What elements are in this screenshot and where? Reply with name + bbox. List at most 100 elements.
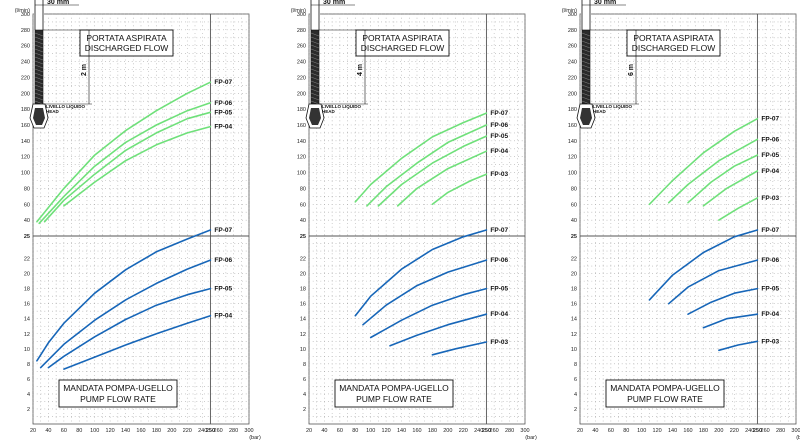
- pipe-hatch: [34, 56, 44, 61]
- bottom-title-line1: MANDATA POMPA-UGELLO: [339, 383, 449, 393]
- y-tick-label-top: 180: [297, 107, 306, 113]
- y-tick-label-top: 140: [297, 139, 306, 145]
- flow-curve-label: FP-05: [490, 133, 508, 140]
- pipe-hatch: [34, 68, 44, 73]
- pipe-hatch: [581, 56, 591, 61]
- flow-curve-fp-06: [667, 138, 759, 204]
- flow-curve-label: FP-03: [761, 195, 779, 202]
- x-tick-label: 240: [474, 428, 483, 434]
- x-tick-label: 80: [623, 428, 629, 434]
- liquid-level-label-en: HEAD: [322, 109, 336, 114]
- liquid-level-label-en: HEAD: [593, 109, 607, 114]
- y-tick-label-top: 120: [21, 155, 30, 161]
- y-tick-label-top: 160: [568, 123, 577, 129]
- pressure-curve-label: FP-05: [214, 286, 232, 293]
- pressure-curve-label: FP-03: [490, 339, 508, 346]
- pipe-hatch: [310, 68, 320, 73]
- x-tick-label: 80: [352, 428, 358, 434]
- x-tick-label: 40: [45, 428, 51, 434]
- pipe-hatch: [34, 72, 44, 77]
- y-tick-label-bottom: 18: [571, 287, 577, 293]
- bottom-title-line2: PUMP FLOW RATE: [627, 394, 703, 404]
- pressure-curve-fp-03: [718, 340, 759, 352]
- y-tick-label-bottom: 18: [300, 287, 306, 293]
- y-tick-label-bottom: 8: [303, 362, 306, 368]
- y-tick-label-top: 300: [297, 12, 306, 18]
- pipe-hatch: [310, 40, 320, 45]
- pressure-curve-fp-04: [389, 313, 488, 347]
- y-tick-label-top: 100: [568, 171, 577, 177]
- y-tick-label-top: 240: [21, 60, 30, 66]
- pipe-hatch: [34, 44, 44, 49]
- pressure-curve-label: FP-05: [490, 286, 508, 293]
- flow-curve-fp-04: [63, 125, 212, 207]
- pipe-width-label: 30 mm: [594, 0, 616, 6]
- pipe-hatch: [581, 96, 591, 101]
- pipe-hatch: [34, 40, 44, 45]
- y-tick-label-top: 40: [300, 218, 306, 224]
- pipe-hatch: [310, 56, 320, 61]
- pressure-curve-fp-06: [39, 259, 212, 369]
- y-tick-label-bottom: 4: [574, 392, 577, 398]
- x-tick-label: 160: [412, 428, 421, 434]
- nozzle-inner: [309, 108, 321, 125]
- pipe-top-mask: [310, 0, 320, 30]
- y-tick-label-bottom: 10: [300, 347, 306, 353]
- pressure-curve-label: FP-07: [214, 227, 232, 234]
- x-tick-label: 140: [121, 428, 130, 434]
- y-tick-label-bottom: 20: [24, 272, 30, 278]
- pipe-hatch: [581, 44, 591, 49]
- x-tick-label: 120: [382, 428, 391, 434]
- pipe-hatch: [310, 36, 320, 41]
- y-tick-label-top: 260: [297, 44, 306, 50]
- y-tick-label-top: 40: [24, 218, 30, 224]
- pipe-hatch: [581, 72, 591, 77]
- x-tick-label: 250: [206, 428, 215, 434]
- x-tick-label: 60: [337, 428, 343, 434]
- flow-curve-fp-04: [702, 170, 759, 207]
- pressure-curve-fp-04: [702, 313, 759, 329]
- pressure-curve-fp-07: [354, 229, 488, 317]
- y-tick-label-bottom: 6: [27, 377, 30, 383]
- y-tick-label-top: 280: [21, 28, 30, 34]
- x-tick-label: 160: [136, 428, 145, 434]
- x-tick-label: 160: [683, 428, 692, 434]
- pipe-hatch: [581, 76, 591, 81]
- x-tick-label: 60: [608, 428, 614, 434]
- y-axis-unit: (l/min): [291, 8, 306, 14]
- top-title-line2: DISCHARGED FLOW: [361, 43, 445, 53]
- y-tick-label-bottom: 16: [24, 302, 30, 308]
- pipe-hatch: [34, 52, 44, 57]
- y-tick-label-top: 160: [297, 123, 306, 129]
- flow-curve-label: FP-07: [214, 79, 232, 86]
- pressure-curve-fp-06: [362, 259, 488, 326]
- pipe-hatch: [581, 52, 591, 57]
- y-tick-label-bottom: 6: [574, 377, 577, 383]
- x-tick-label: 260: [214, 428, 223, 434]
- pipe-hatch: [581, 36, 591, 41]
- x-tick-label: 180: [699, 428, 708, 434]
- pipe-hatch: [34, 36, 44, 41]
- x-tick-label: 220: [183, 428, 192, 434]
- x-tick-label: 100: [90, 428, 99, 434]
- pipe-hatch: [310, 76, 320, 81]
- y-tick-label-top: 180: [21, 107, 30, 113]
- pressure-curve-fp-05: [687, 287, 759, 316]
- y-tick-label-top: 300: [21, 12, 30, 18]
- flow-curve-label: FP-07: [490, 110, 508, 117]
- y-tick-label-top: 220: [297, 75, 306, 81]
- x-tick-label: 120: [106, 428, 115, 434]
- y-tick-label-top: 240: [568, 60, 577, 66]
- x-axis-unit: (bar): [249, 435, 261, 441]
- pipe-hatch: [581, 84, 591, 89]
- pressure-curve-label: FP-07: [761, 227, 779, 234]
- x-tick-label: 200: [167, 428, 176, 434]
- pipe-hatch: [581, 68, 591, 73]
- x-tick-label: 20: [306, 428, 312, 434]
- bottom-title-box: [58, 379, 178, 408]
- pipe-hatch: [581, 40, 591, 45]
- x-tick-label: 250: [753, 428, 762, 434]
- flow-curve-label: FP-05: [761, 152, 779, 159]
- top-title-line2: DISCHARGED FLOW: [85, 43, 169, 53]
